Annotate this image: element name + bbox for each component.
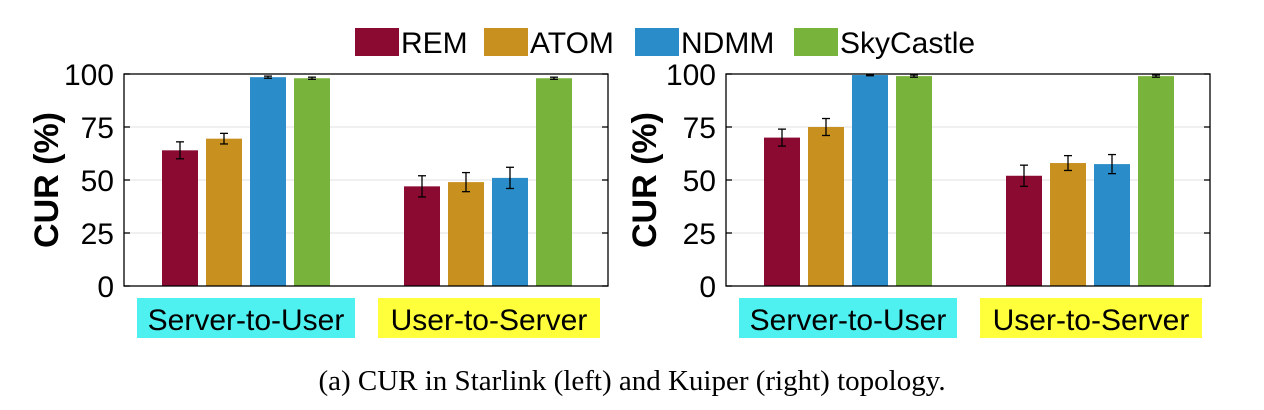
y-axis-label: CUR (%) — [28, 112, 66, 248]
error-bar-atom-user-to-server — [462, 171, 470, 193]
bar-skycastle-user-to-server — [536, 78, 572, 287]
bar-atom-user-to-server — [448, 182, 484, 286]
y-tick-label: 25 — [683, 218, 716, 251]
bar-atom-user-to-server — [1050, 163, 1086, 286]
x-tick-label-user-to-server: User-to-Server — [391, 304, 588, 337]
error-bar-rem-user-to-server — [1020, 164, 1028, 188]
legend-label-rem: REM — [401, 27, 468, 60]
bar-atom-server-to-user — [808, 127, 844, 286]
legend-swatch-atom — [484, 28, 528, 56]
y-axis-label: CUR (%) — [626, 112, 664, 248]
legend: REM ATOM NDMM SkyCastle — [355, 27, 975, 60]
bar-rem-user-to-server — [404, 186, 440, 286]
legend-swatch-rem — [355, 28, 399, 56]
legend-label-ndmm: NDMM — [681, 27, 774, 60]
y-tick-label: 75 — [683, 112, 716, 145]
bar-skycastle-server-to-user — [294, 78, 330, 287]
error-bar-atom-server-to-user — [822, 117, 830, 137]
error-bar-skycastle-server-to-user — [910, 74, 918, 78]
error-bar-ndmm-user-to-server — [506, 166, 514, 190]
error-bar-atom-user-to-server — [1064, 154, 1072, 172]
bar-skycastle-server-to-user — [896, 76, 932, 287]
x-tick-label-user-to-server: User-to-Server — [993, 304, 1190, 337]
y-tick-label: 100 — [666, 59, 716, 92]
error-bar-skycastle-server-to-user — [308, 76, 316, 80]
error-bar-skycastle-user-to-server — [1152, 74, 1160, 78]
error-bar-rem-server-to-user — [176, 141, 184, 160]
bar-ndmm-user-to-server — [492, 177, 528, 286]
x-label-highlight-user-to-server — [980, 298, 1202, 338]
x-label-highlight-user-to-server — [378, 298, 600, 338]
bar-rem-user-to-server — [1006, 175, 1042, 286]
x-label-highlight-server-to-user — [137, 298, 355, 338]
bar-rem-server-to-user — [764, 137, 800, 286]
bar-atom-server-to-user — [206, 138, 242, 286]
error-bar-ndmm-user-to-server — [1108, 153, 1116, 175]
y-tick-label: 0 — [97, 271, 114, 304]
bar-rem-server-to-user — [162, 150, 198, 286]
legend-swatch-skycastle — [794, 28, 838, 56]
legend-label-atom: ATOM — [530, 27, 614, 60]
error-bar-rem-server-to-user — [778, 128, 786, 147]
legend-swatch-ndmm — [635, 28, 679, 56]
error-bar-ndmm-server-to-user — [264, 75, 272, 79]
y-tick-label: 0 — [699, 271, 716, 304]
x-label-highlight-server-to-user — [739, 298, 957, 338]
x-tick-label-server-to-user: Server-to-User — [750, 304, 947, 337]
y-tick-label: 50 — [683, 165, 716, 198]
figure-caption: (a) CUR in Starlink (left) and Kuiper (r… — [318, 365, 945, 397]
y-tick-label: 50 — [81, 165, 114, 198]
error-bar-rem-user-to-server — [418, 175, 426, 198]
y-tick-label: 100 — [64, 59, 114, 92]
y-tick-label: 75 — [81, 112, 114, 145]
error-bar-atom-server-to-user — [220, 132, 228, 145]
bar-ndmm-server-to-user — [250, 77, 286, 287]
error-bar-skycastle-user-to-server — [550, 76, 558, 80]
bar-ndmm-server-to-user — [852, 75, 888, 286]
y-tick-label: 25 — [81, 218, 114, 251]
bar-ndmm-user-to-server — [1094, 164, 1130, 286]
bar-skycastle-user-to-server — [1138, 76, 1174, 287]
legend-label-skycastle: SkyCastle — [840, 27, 975, 60]
x-tick-label-server-to-user: Server-to-User — [148, 304, 345, 337]
chart-panel-starlink: 0 25 50 75 100 CUR (%) Server-to-User User-to-S… — [28, 59, 609, 338]
